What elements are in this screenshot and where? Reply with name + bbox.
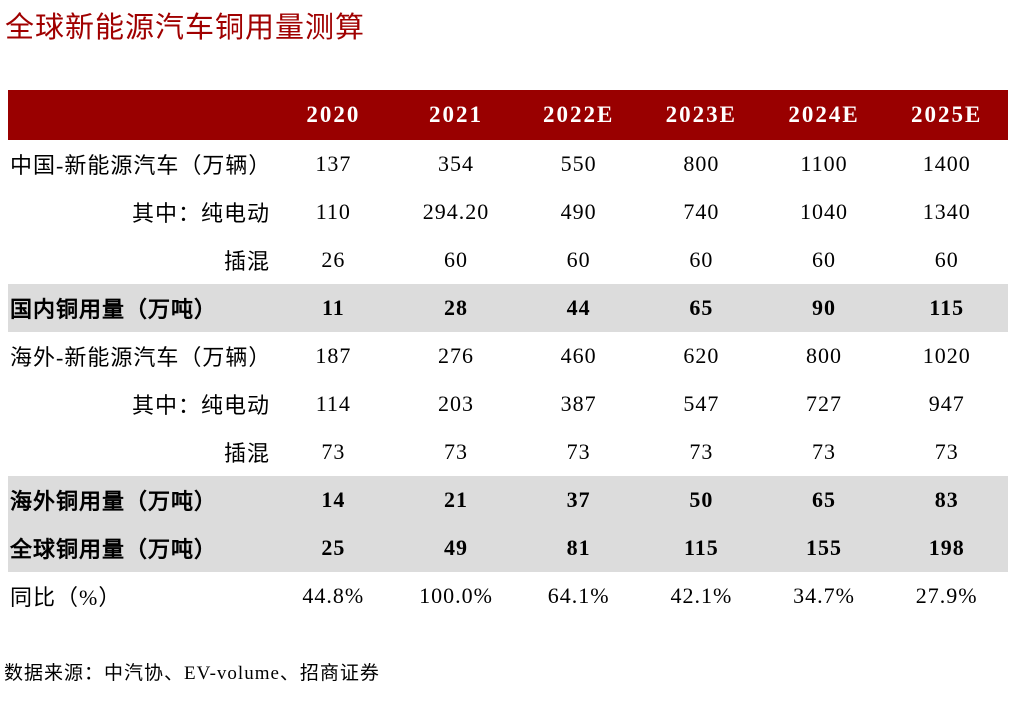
cell-value: 73 xyxy=(321,439,346,464)
cell-value: 34.7% xyxy=(793,583,855,608)
cell-value: 550 xyxy=(560,151,597,176)
cell-value: 490 xyxy=(560,199,597,224)
row-label: 其中：纯电动 xyxy=(131,393,270,418)
row-label: 国内铜用量（万吨） xyxy=(10,297,218,322)
cell-value: 60 xyxy=(566,247,591,272)
cell-value: 49 xyxy=(444,535,468,560)
cell-value: 44 xyxy=(566,295,591,320)
table-row-yoy: 同比（%） 44.8% 100.0% 64.1% 42.1% 34.7% 27.… xyxy=(8,572,1008,620)
row-label: 插混 xyxy=(223,441,270,466)
cell-value: 1020 xyxy=(922,343,971,368)
row-label: 全球铜用量（万吨） xyxy=(10,537,218,562)
cell-value: 73 xyxy=(444,439,468,464)
cell-value: 620 xyxy=(683,343,720,368)
cell-value: 1040 xyxy=(800,199,849,224)
cell-value: 73 xyxy=(689,439,714,464)
copper-usage-table: 2020 2021 2022E 2023E 2024E 2025E 中国-新能源… xyxy=(8,90,1008,620)
cell-value: 114 xyxy=(315,391,351,416)
cell-value: 460 xyxy=(560,343,597,368)
row-label: 其中：纯电动 xyxy=(131,201,270,226)
cell-value: 1100 xyxy=(800,151,848,176)
cell-value: 26 xyxy=(321,247,346,272)
header-cell-year: 2023E xyxy=(665,102,738,127)
cell-value: 294.20 xyxy=(422,199,490,224)
table-row-china-bev: 其中：纯电动 110 294.20 490 740 1040 1340 xyxy=(8,188,1008,236)
row-label: 同比（%） xyxy=(10,585,122,610)
cell-value: 25 xyxy=(321,535,346,560)
cell-value: 203 xyxy=(438,391,474,416)
header-cell-year: 2024E xyxy=(788,102,860,127)
cell-value: 11 xyxy=(321,295,345,320)
cell-value: 73 xyxy=(934,439,959,464)
cell-value: 1400 xyxy=(922,151,971,176)
cell-value: 64.1% xyxy=(547,583,610,608)
header-cell-year: 2022E xyxy=(543,102,615,127)
row-label: 中国-新能源汽车（万辆） xyxy=(10,153,272,178)
cell-value: 21 xyxy=(444,487,468,512)
cell-value: 276 xyxy=(438,343,474,368)
cell-value: 115 xyxy=(929,295,965,320)
table-header-row: 2020 2021 2022E 2023E 2024E 2025E xyxy=(8,90,1008,140)
table-row-china-phev: 插混 26 60 60 60 60 60 xyxy=(8,236,1008,284)
cell-value: 110 xyxy=(315,199,351,224)
cell-value: 60 xyxy=(444,247,468,272)
header-cell-year: 2021 xyxy=(429,102,483,127)
row-label: 海外铜用量（万吨） xyxy=(10,489,218,514)
cell-value: 1340 xyxy=(922,199,971,224)
cell-value: 354 xyxy=(438,151,474,176)
table-row-overseas-phev: 插混 73 73 73 73 73 73 xyxy=(8,428,1008,476)
cell-value: 60 xyxy=(689,247,714,272)
cell-value: 65 xyxy=(812,487,837,512)
cell-value: 50 xyxy=(689,487,714,512)
header-cell-year: 2020 xyxy=(306,102,361,127)
cell-value: 60 xyxy=(812,247,837,272)
cell-value: 81 xyxy=(566,535,591,560)
cell-value: 155 xyxy=(806,535,843,560)
cell-value: 740 xyxy=(683,199,720,224)
cell-value: 137 xyxy=(315,151,352,176)
cell-value: 198 xyxy=(928,535,965,560)
cell-value: 42.1% xyxy=(670,583,733,608)
table-row-domestic-copper: 国内铜用量（万吨） 11 28 44 65 90 115 xyxy=(8,284,1008,332)
cell-value: 387 xyxy=(560,391,597,416)
cell-value: 800 xyxy=(683,151,720,176)
cell-value: 14 xyxy=(321,487,346,512)
header-cell-year: 2025E xyxy=(911,102,983,127)
cell-value: 73 xyxy=(566,439,591,464)
table-row-overseas-copper: 海外铜用量（万吨） 14 21 37 50 65 83 xyxy=(8,476,1008,524)
cell-value: 44.8% xyxy=(302,583,365,608)
row-label: 插混 xyxy=(223,249,270,274)
cell-value: 28 xyxy=(444,295,468,320)
cell-value: 37 xyxy=(566,487,591,512)
page-title: 全球新能源汽车铜用量测算 xyxy=(5,12,366,44)
cell-value: 727 xyxy=(806,391,843,416)
cell-value: 65 xyxy=(689,295,714,320)
cell-value: 73 xyxy=(812,439,837,464)
table-row-china-nev: 中国-新能源汽车（万辆） 137 354 550 800 1100 1400 xyxy=(8,140,1008,188)
cell-value: 60 xyxy=(934,247,959,272)
row-label: 海外-新能源汽车（万辆） xyxy=(10,345,272,370)
table-row-overseas-bev: 其中：纯电动 114 203 387 547 727 947 xyxy=(8,380,1008,428)
cell-value: 90 xyxy=(812,295,837,320)
table-row-global-copper: 全球铜用量（万吨） 25 49 81 115 155 198 xyxy=(8,524,1008,572)
cell-value: 27.9% xyxy=(915,583,978,608)
cell-value: 115 xyxy=(683,535,719,560)
cell-value: 800 xyxy=(806,343,843,368)
cell-value: 100.0% xyxy=(419,583,493,608)
cell-value: 947 xyxy=(928,391,965,416)
cell-value: 547 xyxy=(683,391,720,416)
source-note: 数据来源：中汽协、EV-volume、招商证券 xyxy=(4,663,380,684)
cell-value: 83 xyxy=(934,487,959,512)
cell-value: 187 xyxy=(315,343,352,368)
table-row-overseas-nev: 海外-新能源汽车（万辆） 187 276 460 620 800 1020 xyxy=(8,332,1008,380)
